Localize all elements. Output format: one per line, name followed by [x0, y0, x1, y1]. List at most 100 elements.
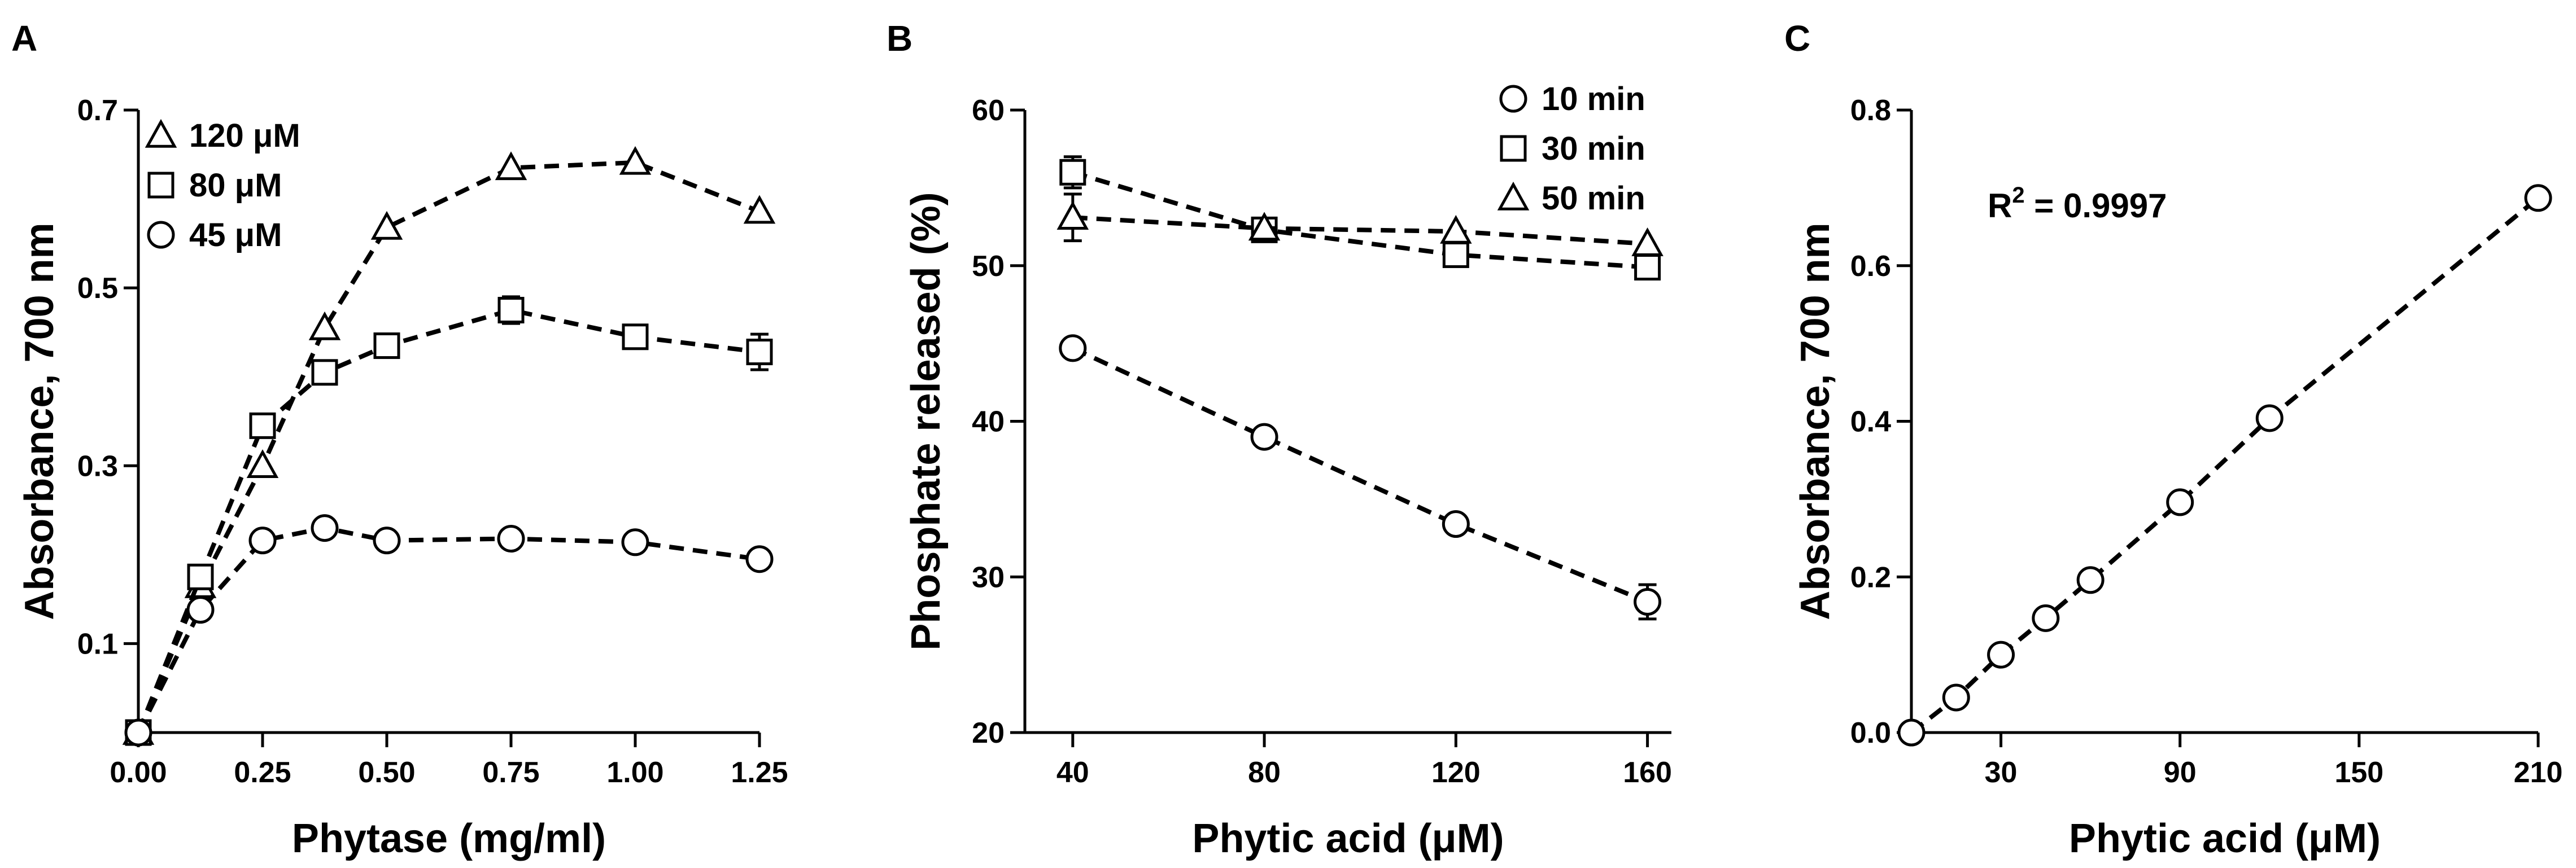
panel-b-data-point-triangle-marker [1631, 227, 1664, 256]
panel-a-data-point-square-marker [497, 297, 525, 324]
panel-a-data-point-triangle-marker [495, 151, 527, 181]
panel-b-y-tick-label: 50 [972, 250, 1005, 283]
panel-a-y-tick-label: 0.3 [77, 450, 118, 483]
panel-b-data-point-square-marker [1634, 254, 1661, 281]
panel-c-x-tick-label: 90 [2164, 756, 2197, 789]
panel-b-y-tick-label: 40 [972, 406, 1005, 439]
panel-c-chart: C 0.0 0.2 0.4 0.6 0.8 30 90 150 210 Phytic acid (… [1784, 18, 2562, 861]
panel-a-data-point-triangle-marker [246, 449, 279, 478]
panel-b-data-point-circle-marker [1059, 334, 1087, 362]
panel-b-y-axis-title: Phosphate released (%) [903, 192, 949, 650]
panel-b-x-axis-title: Phytic acid (μM) [1192, 816, 1504, 861]
panel-a-data-point-square-marker [187, 563, 214, 590]
panel-b-series-line [1072, 170, 1648, 270]
panel-c-data-point-circle-marker [2076, 566, 2105, 594]
panel-c-data-point-circle-marker [2032, 604, 2060, 632]
panel-b-legend-key-square-marker [1500, 135, 1527, 162]
panel-c-data-point-circle-marker [1897, 718, 1926, 747]
panel-label-c: C [1784, 18, 1810, 59]
panel-b-data-point-circle-marker [1442, 510, 1470, 538]
panel-b-legend-key-triangle-marker [1497, 181, 1530, 211]
panel-b-series-line [1072, 346, 1649, 604]
panel-a-data-point-square-marker [249, 412, 276, 439]
panel-b-data-point-triangle-marker [1440, 214, 1472, 244]
panel-a-data-point-circle-marker [621, 528, 649, 556]
panel-b-legend-label: 30 min [1542, 130, 1645, 167]
panel-b-data-point-square-marker [1442, 241, 1469, 268]
panel-c-data-point-circle-marker [2166, 488, 2194, 516]
panel-a-series-line [136, 308, 760, 734]
panel-c-x-axis-title: Phytic acid (μM) [2069, 816, 2381, 861]
panel-a-legend: 120 μM 80 μM 45 μM [145, 117, 300, 253]
panel-a-data-point-square-marker [622, 323, 649, 350]
panel-b-legend-key-circle-marker [1499, 85, 1527, 113]
panel-b-data-point-circle-marker [1250, 423, 1278, 451]
panel-a-data-point-circle-marker [745, 545, 774, 573]
panel-a-data-point-square-marker [373, 332, 400, 360]
panel-c-y-tick-label: 0.6 [1850, 250, 1891, 283]
panel-a-legend-key-circle-marker [147, 221, 175, 249]
panel-a-y-tick-label: 0.1 [77, 628, 118, 660]
panel-c-x-tick-label: 30 [1985, 756, 2018, 789]
panel-b-data-point-circle-marker [1634, 588, 1662, 616]
panel-a-x-tick-label: 0.25 [234, 756, 291, 789]
panel-b-x-tick-label: 80 [1248, 756, 1281, 789]
panel-b-legend-label: 50 min [1542, 180, 1645, 217]
panel-a-series-line [136, 160, 761, 734]
panel-c-data-point-circle-marker [2524, 184, 2552, 212]
panel-a-x-tick-label: 0.00 [110, 756, 167, 789]
panel-c-series-0 [1897, 184, 2552, 747]
panel-a-data-point-square-marker [746, 339, 773, 366]
panel-a-data-point-circle-marker [248, 527, 277, 555]
panel-a-data-point-circle-marker [373, 527, 401, 555]
panel-label-a: A [11, 18, 37, 59]
panel-a-x-tick-label: 0.50 [358, 756, 415, 789]
panel-a-legend-label: 120 μM [189, 117, 300, 154]
panel-b-series-line [1072, 215, 1648, 247]
panel-b-legend-label: 10 min [1542, 81, 1645, 117]
panel-b-x-tick-label: 120 [1431, 756, 1481, 789]
panel-b-chart: B 20 30 40 50 60 40 80 120 160 Phytic acid (μM) Ph… [887, 18, 1672, 861]
panel-a-chart: A 0.1 0.3 0.5 0.7 0.00 0.25 0.50 0.75 1.00 1.25 Ph… [11, 18, 788, 861]
panel-c-r-squared-annotation: R2 = 0.9997 [1988, 183, 2167, 225]
panel-c-y-tick-label: 0.0 [1850, 717, 1891, 749]
panel-a-data-point-square-marker [311, 359, 338, 386]
panel-a-y-axis-title: Absorbance, 700 nm [17, 222, 62, 620]
panel-c-y-axis-title: Absorbance, 700 nm [1793, 222, 1838, 620]
panel-b-y-tick-label: 60 [972, 94, 1005, 127]
panel-c-data-point-circle-marker [2255, 404, 2284, 432]
panel-a-data-point-triangle-marker [370, 211, 403, 240]
panel-a-data-point-circle-marker [124, 718, 152, 747]
panel-b-series-10-min [1059, 334, 1662, 621]
panel-c-data-point-circle-marker [1942, 683, 1970, 712]
panel-a-legend-key-square-marker [147, 172, 174, 199]
panel-a-legend-label: 45 μM [189, 217, 282, 253]
panel-c-y-tick-label: 0.4 [1850, 406, 1891, 439]
panel-b-y-tick-label: 20 [972, 717, 1005, 749]
panel-a-data-point-circle-marker [186, 596, 215, 624]
panel-b-data-point-square-marker [1059, 159, 1086, 186]
panel-b-y-tick-label: 30 [972, 561, 1005, 594]
panel-a-data-point-circle-marker [311, 514, 339, 542]
panel-b-legend: 10 min 30 min 50 min [1497, 81, 1645, 217]
panel-b-x-tick-label: 160 [1623, 756, 1672, 789]
panel-b-data-point-triangle-marker [1248, 212, 1281, 241]
panel-b-series-30-min [1059, 155, 1661, 281]
panel-a-data-point-triangle-marker [743, 195, 776, 224]
panel-a-data-point-triangle-marker [308, 311, 341, 340]
panel-c-data-point-circle-marker [1987, 641, 2015, 669]
panel-a-x-tick-label: 1.00 [606, 756, 663, 789]
panel-label-b: B [887, 18, 912, 59]
panel-a-series-line [136, 525, 760, 734]
panel-b-data-point-triangle-marker [1056, 201, 1089, 230]
panel-c-y-tick-label: 0.2 [1850, 561, 1891, 594]
panel-a-x-axis-title: Phytase (mg/ml) [292, 816, 606, 861]
panel-c-x-tick-label: 150 [2334, 756, 2383, 789]
panel-a-series-45-m [124, 514, 774, 747]
panel-b-x-tick-label: 40 [1056, 756, 1089, 789]
panel-b-series-50-min [1056, 192, 1664, 256]
panel-a-x-tick-label: 0.75 [482, 756, 539, 789]
panel-a-data-point-circle-marker [497, 524, 525, 553]
panel-a-legend-key-triangle-marker [145, 119, 177, 148]
